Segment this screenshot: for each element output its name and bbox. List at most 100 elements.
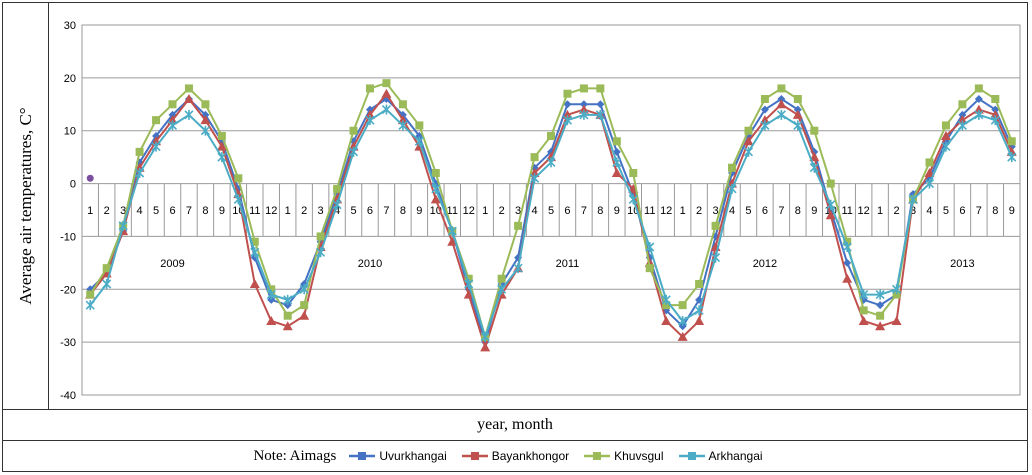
data-point-arkhangai [135, 168, 145, 178]
x-tick-label-month: 6 [762, 205, 768, 217]
data-point-arkhangai [1007, 152, 1017, 163]
plot-area [81, 24, 1021, 396]
x-tick-label-month: 5 [745, 205, 751, 217]
legend: Note: Aimags Uvurkhangai Bayankhongor Khuv… [3, 441, 1027, 471]
data-point-bayankhongor [694, 316, 705, 325]
data-point-bayankhongor [611, 168, 622, 177]
x-tick-label-month: 5 [548, 205, 554, 217]
data-point-khuvsgul [547, 132, 555, 140]
data-point-bayankhongor [282, 321, 293, 331]
x-tick-label-month: 5 [350, 205, 356, 217]
data-point-bayankhongor [266, 316, 277, 325]
data-point-uvurkhangai [793, 105, 802, 114]
x-tick-label-month: 8 [400, 205, 406, 217]
x-tick-label-month: 7 [778, 205, 784, 217]
year-label-2012: 2012 [753, 258, 777, 270]
data-point-arkhangai [562, 115, 573, 126]
data-point-khuvsgul [859, 306, 868, 315]
data-point-arkhangai [776, 109, 786, 120]
x-tick-label-month: 11 [644, 205, 655, 217]
x-tick-label-month: 2 [894, 205, 900, 217]
x-tick-label-month: 2 [301, 205, 307, 217]
data-point-arkhangai [579, 109, 589, 120]
data-point-arkhangai [727, 183, 737, 194]
x-tick-label-month: 1 [482, 205, 488, 217]
data-point-khuvsgul [102, 264, 111, 273]
data-point-uvurkhangai [777, 95, 786, 103]
data-point-bayankhongor [447, 236, 458, 246]
x-tick-label-month: 7 [186, 205, 192, 217]
stray-point [86, 174, 94, 182]
legend-items: Uvurkhangai Bayankhongor Khuvsgul Arkhangai [348, 449, 776, 463]
y-axis-label: Average air temperatures, C° [16, 107, 35, 305]
data-point-khuvsgul [744, 126, 753, 135]
data-point-uvurkhangai [991, 105, 1000, 114]
data-point-arkhangai [497, 284, 507, 295]
x-tick-label-month: 4 [334, 205, 340, 217]
data-point-arkhangai [480, 331, 490, 342]
data-point-arkhangai [250, 247, 260, 258]
data-point-arkhangai [102, 279, 112, 289]
y-tick-label: 30 [64, 20, 76, 32]
data-point-bayankhongor [183, 94, 194, 103]
x-tick-label-month: 12 [265, 205, 277, 217]
legend-item-arkhangai: Arkhangai [678, 449, 763, 463]
data-point-uvurkhangai [958, 110, 967, 119]
data-point-khuvsgul [777, 84, 786, 93]
data-point-arkhangai [743, 146, 754, 157]
data-point-khuvsgul [695, 280, 704, 288]
data-point-khuvsgul [316, 232, 325, 241]
data-point-arkhangai [431, 183, 441, 194]
legend-swatch-khuvsgul [584, 452, 611, 460]
data-point-bayankhongor [661, 316, 672, 325]
x-tick-label-month: 9 [614, 205, 620, 217]
legend-label-bayankhongor: Bayankhongor [491, 449, 570, 463]
data-point-arkhangai [332, 199, 342, 210]
data-point-arkhangai [760, 120, 770, 131]
data-point-khuvsgul [826, 179, 835, 188]
data-point-khuvsgul [612, 137, 621, 146]
x-tick-label-month: 9 [1009, 205, 1015, 217]
data-point-uvurkhangai [250, 253, 259, 262]
legend-swatch-uvurkhangai [349, 452, 376, 460]
data-point-khuvsgul [250, 237, 259, 246]
data-point-arkhangai [908, 194, 918, 205]
x-tick-label-month: 8 [795, 205, 801, 217]
x-tick-label-month: 4 [137, 205, 143, 217]
data-point-bayankhongor [776, 99, 787, 109]
data-point-uvurkhangai [267, 295, 276, 304]
data-point-khuvsgul [876, 311, 885, 320]
data-point-uvurkhangai [563, 100, 572, 109]
data-point-arkhangai [941, 141, 951, 152]
data-point-bayankhongor [216, 141, 227, 151]
data-point-arkhangai [546, 157, 556, 168]
x-tick-label-month: 11 [249, 205, 260, 217]
year-label-2009: 2009 [160, 258, 184, 270]
data-point-arkhangai [398, 120, 408, 131]
x-tick-label-month: 9 [416, 205, 422, 217]
data-point-arkhangai [645, 242, 655, 252]
x-tick-label-month: 2 [104, 205, 110, 217]
legend-note: Note: Aimags [253, 447, 337, 464]
data-point-arkhangai [826, 199, 836, 210]
data-point-uvurkhangai [152, 132, 161, 140]
y-tick-label: 0 [70, 179, 76, 191]
data-point-arkhangai [85, 300, 95, 311]
data-point-arkhangai [595, 109, 605, 120]
data-point-khuvsgul [152, 116, 161, 125]
data-point-khuvsgul [711, 221, 720, 230]
data-point-arkhangai [612, 157, 622, 168]
data-point-arkhangai [513, 263, 523, 274]
data-point-khuvsgul [793, 95, 802, 103]
data-point-arkhangai [414, 136, 424, 147]
data-point-arkhangai [447, 226, 457, 237]
data-point-bayankhongor [249, 279, 260, 288]
data-point-arkhangai [118, 220, 128, 231]
x-tick-label-month: 6 [367, 205, 373, 217]
data-point-uvurkhangai [678, 322, 687, 331]
x-tick-label-month: 4 [926, 205, 932, 217]
data-point-khuvsgul [349, 126, 358, 135]
data-point-khuvsgul [974, 84, 983, 93]
data-point-bayankhongor [891, 316, 902, 325]
data-point-khuvsgul [365, 84, 374, 93]
